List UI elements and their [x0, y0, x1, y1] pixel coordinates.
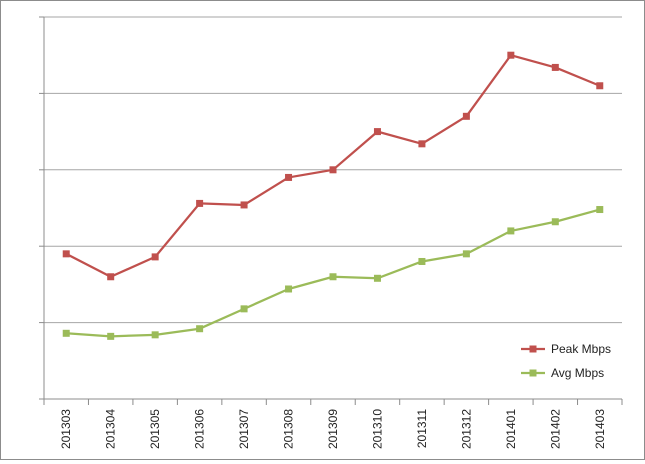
data-point	[62, 329, 70, 337]
x-tick-label: 201309	[326, 409, 340, 449]
data-point	[285, 173, 293, 181]
data-point	[418, 140, 426, 148]
legend-marker	[529, 369, 537, 377]
series-line-peak	[65, 54, 601, 278]
series-group	[62, 51, 604, 340]
data-point	[507, 227, 515, 235]
x-tick-label: 201403	[593, 409, 607, 449]
x-tick-label: 201401	[504, 409, 518, 449]
legend-marker	[529, 345, 537, 353]
data-point	[329, 166, 337, 174]
data-point	[596, 82, 604, 90]
data-point	[240, 305, 248, 313]
axes: 201303 201304 201305 201306 201307 201308 2013…	[39, 16, 623, 449]
x-tick-label: 201402	[548, 409, 562, 449]
data-point	[107, 332, 115, 340]
data-point	[329, 273, 337, 281]
x-tick-label: 201303	[59, 409, 73, 449]
x-tick-label: 201311	[415, 409, 429, 448]
data-point	[551, 63, 559, 71]
data-point	[196, 325, 204, 333]
data-point	[418, 257, 426, 265]
legend: Peak Mbps Avg Mbps	[521, 342, 611, 380]
data-point	[62, 250, 70, 258]
data-point	[196, 199, 204, 207]
data-point	[596, 206, 604, 214]
data-point	[151, 253, 159, 261]
data-point	[507, 51, 515, 59]
x-tick-label: 201306	[193, 409, 207, 449]
data-point	[373, 274, 381, 282]
legend-label: Peak Mbps	[551, 342, 611, 356]
data-point	[462, 250, 470, 258]
data-point	[373, 128, 381, 136]
x-tick-label: 201307	[237, 409, 251, 449]
series-line-avg	[66, 208, 601, 338]
data-point	[151, 331, 159, 339]
x-tick-label: 201304	[104, 409, 118, 449]
x-tick-label: 201308	[282, 409, 296, 449]
x-tick-label: 201310	[370, 409, 384, 449]
x-tick-label: 201312	[459, 409, 473, 449]
data-point	[107, 273, 115, 281]
legend-label: Avg Mbps	[551, 366, 604, 380]
data-point	[240, 201, 248, 209]
data-point	[551, 218, 559, 226]
data-point	[462, 112, 470, 120]
data-point	[285, 285, 293, 293]
x-tick-label: 201305	[148, 409, 162, 449]
